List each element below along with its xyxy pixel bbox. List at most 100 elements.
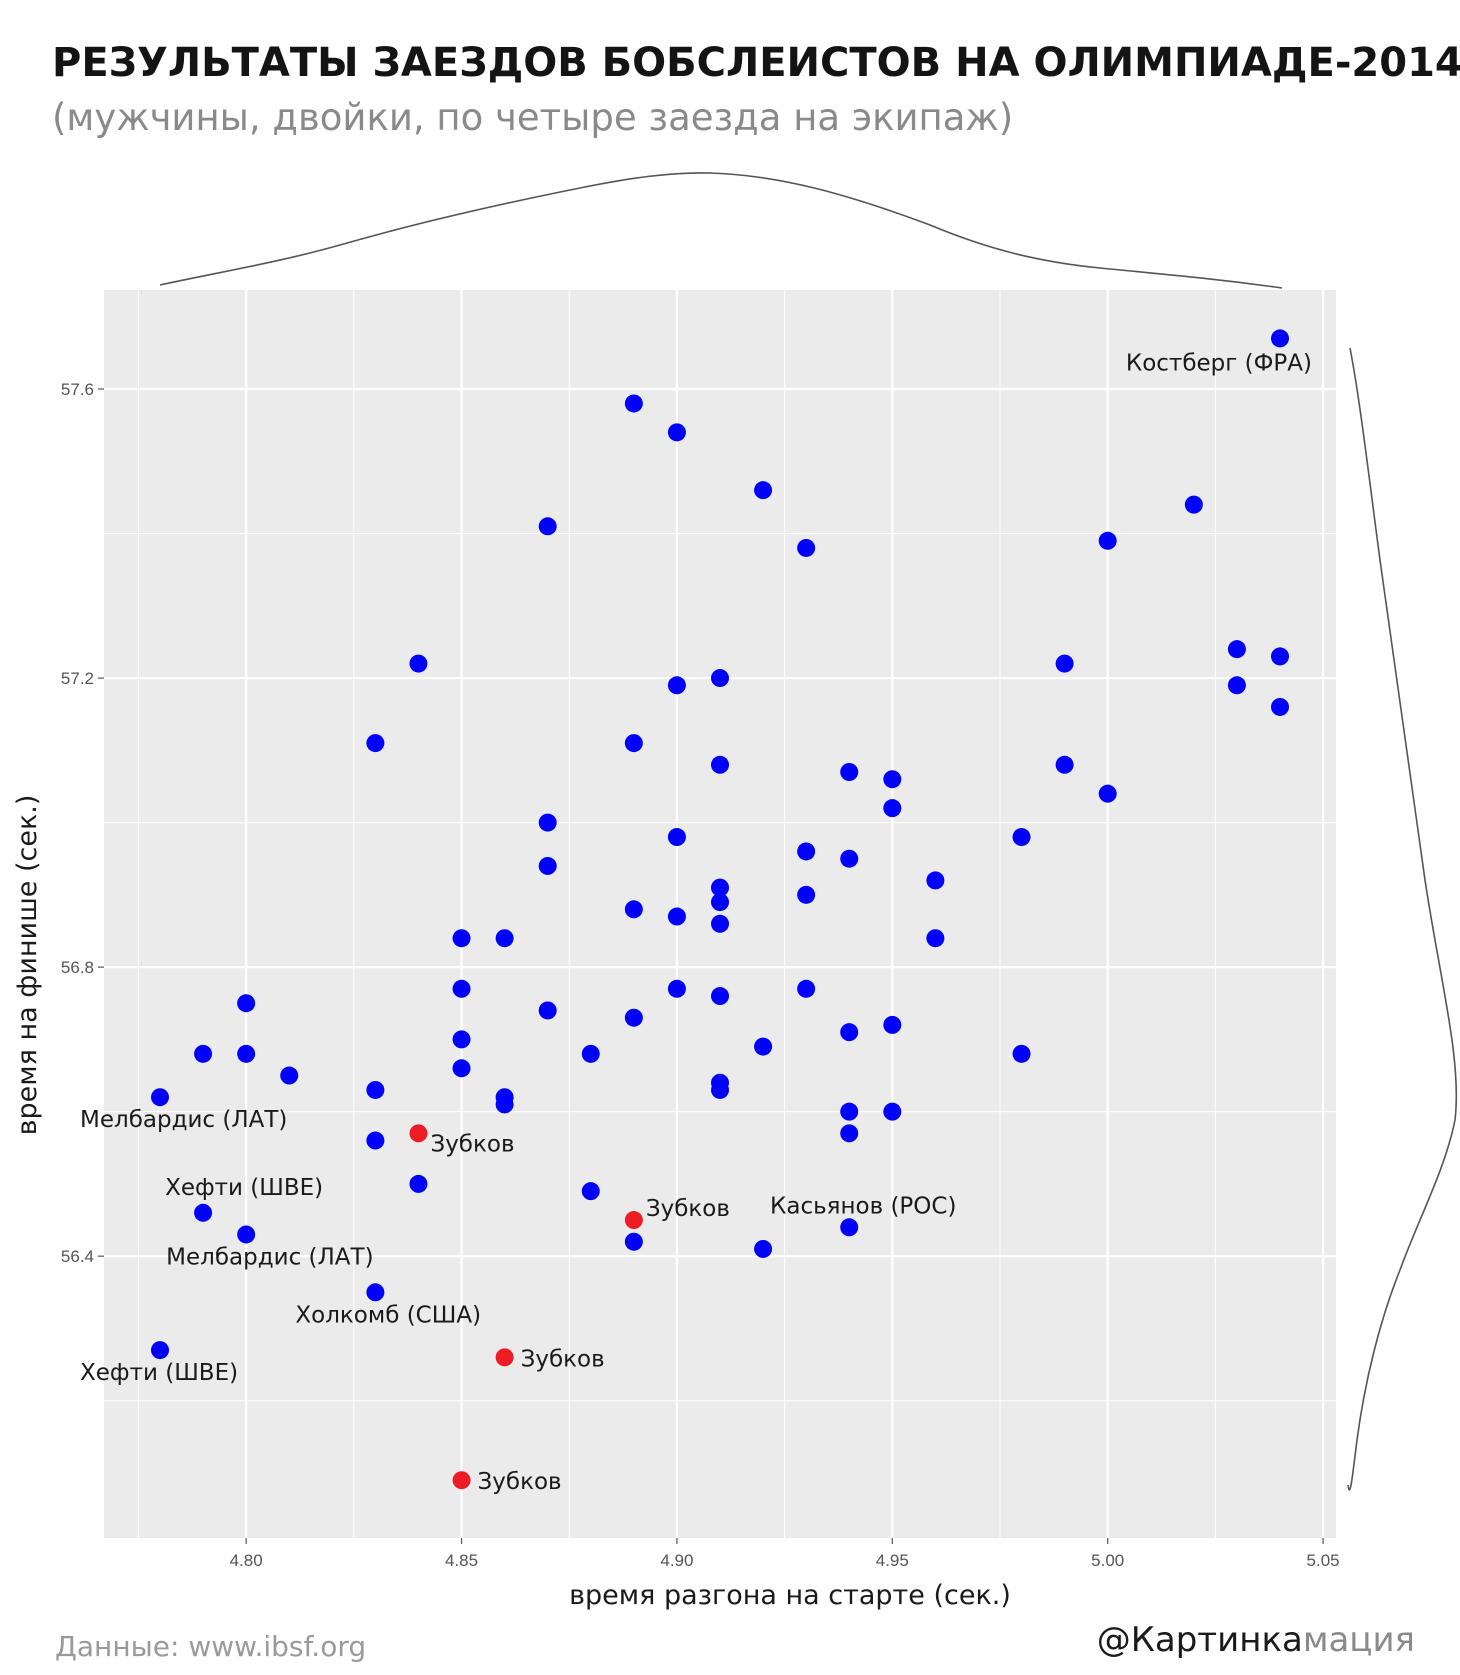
data-point: [151, 1088, 169, 1107]
data-point: [926, 929, 945, 948]
brand-signature: @Картинкамация: [1097, 1620, 1415, 1660]
x-tick-label: 4.85: [445, 1551, 478, 1570]
data-point: [883, 770, 902, 789]
data-point: [1271, 329, 1289, 348]
data-point: [797, 842, 816, 861]
data-point: [840, 1124, 859, 1143]
data-point: [495, 929, 514, 948]
y-axis-ticks: 56.4 56.8 57.2 57.6: [61, 380, 104, 1266]
data-point: [840, 1102, 859, 1121]
data-point: [1012, 828, 1031, 847]
chart-title: РЕЗУЛЬТАТЫ ЗАЕЗДОВ БОБСЛЕИСТОВ НА ОЛИМПИ…: [52, 40, 1460, 86]
scatter-chart: 4.80 4.85 4.90 4.95 5.00 5.05 56.4 56.8 57.2 57.…: [12, 172, 1458, 1611]
data-point: [667, 676, 686, 695]
data-point: [194, 1203, 213, 1222]
data-point: [667, 423, 686, 442]
data-point: [495, 1095, 514, 1114]
data-point: [624, 734, 643, 753]
data-point: [1055, 654, 1074, 673]
data-point: [581, 1044, 600, 1063]
brand-strong: @Картинка: [1096, 1620, 1303, 1660]
data-point: [538, 856, 557, 875]
data-point: [409, 654, 428, 673]
highlight-point: [624, 1211, 643, 1230]
data-point: [581, 1182, 600, 1201]
y-tick-label: 56.4: [61, 1247, 94, 1266]
data-point: [926, 871, 945, 890]
point-label: Хефти (ШВЕ): [165, 1175, 323, 1201]
data-point: [538, 1001, 557, 1020]
data-point: [366, 734, 385, 753]
data-point: [452, 929, 471, 948]
x-axis-ticks: 4.80 4.85 4.90 4.95 5.00 5.05: [230, 1538, 1340, 1570]
data-point: [797, 538, 816, 557]
grid-minor: [104, 290, 1336, 1538]
point-label: Холкомб (США): [295, 1302, 481, 1328]
data-point: [711, 987, 729, 1006]
data-point: [754, 481, 773, 500]
data-point: [840, 1218, 859, 1237]
point-label: Касьянов (РОС): [770, 1193, 956, 1219]
data-point: [366, 1080, 385, 1099]
data-point: [667, 907, 686, 926]
data-point: [1271, 697, 1289, 716]
data-point: [667, 828, 686, 847]
data-point: [711, 669, 729, 688]
data-point: [711, 914, 729, 933]
data-point: [280, 1066, 299, 1085]
data-point: [1055, 755, 1074, 774]
data-point: [624, 394, 643, 413]
data-point: [151, 1341, 169, 1360]
point-label: Мелбардис (ЛАТ): [166, 1244, 373, 1270]
data-point: [452, 1030, 471, 1049]
data-point: [883, 799, 902, 818]
data-point: [797, 885, 816, 904]
point-label: Зубков: [430, 1131, 514, 1157]
chart-subtitle: (мужчины, двойки, по четыре заезда на эк…: [52, 96, 1014, 139]
x-tick-label: 4.80: [230, 1551, 263, 1570]
data-point: [538, 813, 557, 832]
data-point: [366, 1283, 385, 1302]
point-label: Зубков: [521, 1346, 605, 1372]
data-point: [840, 849, 859, 868]
brand-light: мация: [1302, 1620, 1415, 1660]
data-point: [754, 1239, 773, 1258]
data-point: [624, 900, 643, 919]
data-point: [452, 979, 471, 998]
data-point: [624, 1008, 643, 1027]
y-axis-title: время на финише (сек.): [12, 795, 43, 1136]
x-tick-label: 4.90: [660, 1551, 693, 1570]
data-point: [711, 755, 729, 774]
data-point: [883, 1102, 902, 1121]
point-label: Хефти (ШВЕ): [80, 1360, 238, 1386]
data-point: [538, 517, 557, 536]
data-point: [840, 763, 859, 782]
data-point: [366, 1131, 385, 1150]
data-point: [667, 979, 686, 998]
data-point: [194, 1044, 213, 1063]
data-point: [754, 1037, 773, 1056]
data-point: [711, 893, 729, 912]
y-tick-label: 57.6: [61, 380, 94, 399]
data-point: [409, 1174, 428, 1193]
data-point: [1271, 647, 1289, 666]
x-tick-label: 5.05: [1307, 1551, 1340, 1570]
data-point: [237, 1044, 256, 1063]
data-point: [1227, 640, 1246, 659]
point-label: Зубков: [478, 1469, 562, 1495]
y-tick-label: 57.2: [61, 669, 94, 688]
point-label: Мелбардис (ЛАТ): [80, 1107, 287, 1133]
highlight-point: [409, 1124, 428, 1143]
data-point: [883, 1015, 902, 1034]
data-point: [1012, 1044, 1031, 1063]
x-tick-label: 5.00: [1091, 1551, 1124, 1570]
scatter-points: [151, 329, 1289, 1490]
data-point: [1227, 676, 1246, 695]
y-tick-label: 56.8: [61, 958, 94, 977]
data-source-note: Данные: www.ibsf.org: [55, 1630, 367, 1663]
x-tick-label: 4.95: [876, 1551, 909, 1570]
point-label: Костберг (ФРА): [1126, 350, 1312, 376]
data-point: [237, 1225, 256, 1244]
point-annotations: Костберг (ФРА) Мелбардис (ЛАТ) Зубков Хефти…: [80, 350, 1312, 1495]
plot-panel: [104, 290, 1336, 1538]
